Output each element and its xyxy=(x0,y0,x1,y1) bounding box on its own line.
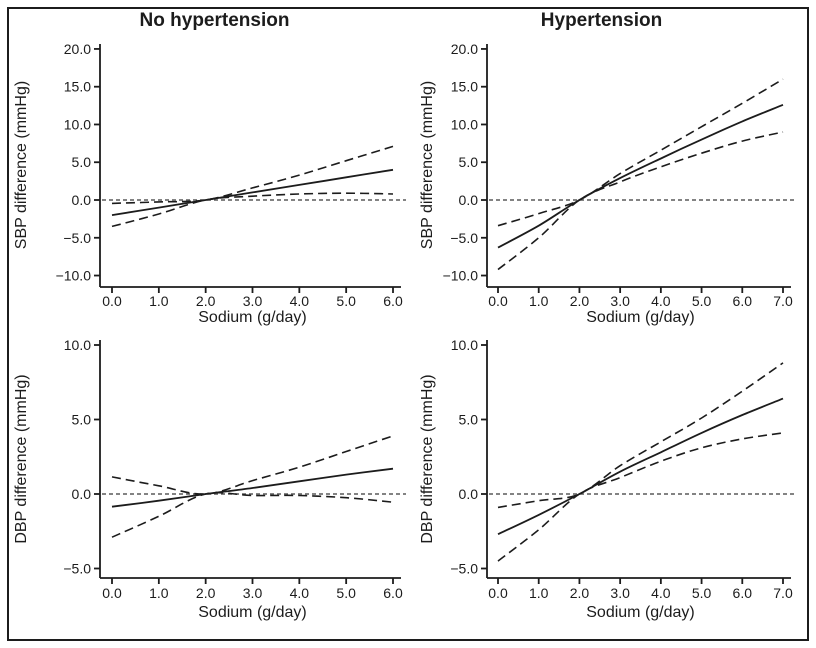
x-tick-label: 2.0 xyxy=(570,585,590,601)
panel-title: Hypertension xyxy=(540,10,663,31)
y-tick-label: 15.0 xyxy=(64,79,91,95)
x-tick-label: 5.0 xyxy=(336,293,356,309)
x-tick-label: 6.0 xyxy=(383,585,403,601)
y-tick-label: 15.0 xyxy=(451,79,478,95)
panel-dbp-no-hypertension: DBP difference (mmHg) 10.0 5.0 0.0 −5.0 0.0 1… xyxy=(0,324,408,648)
x-tick-label: 5.0 xyxy=(336,585,356,601)
y-tick-label: 10.0 xyxy=(64,116,91,132)
x-tick-label: 1.0 xyxy=(529,585,549,601)
estimate-curve xyxy=(497,397,784,536)
x-tick-label: 6.0 xyxy=(733,293,753,309)
x-tick-label: 0.0 xyxy=(102,585,122,601)
x-tick-label: 1.0 xyxy=(149,585,169,601)
panel-sbp-no-hypertension: No hypertension SBP difference (mmHg) 20… xyxy=(0,0,408,326)
y-tick-label: 20.0 xyxy=(64,41,91,57)
x-tick-label: 4.0 xyxy=(290,293,310,309)
x-tick-label: 2.0 xyxy=(196,585,216,601)
y-tick-label: 5.0 xyxy=(72,412,92,428)
x-tick-label: 6.0 xyxy=(733,585,753,601)
y-tick-label: 0.0 xyxy=(72,192,92,208)
x-tick-label: 4.0 xyxy=(651,293,671,309)
y-tick-label: 5.0 xyxy=(459,154,479,170)
lower-95ci-curve xyxy=(111,192,394,228)
lower-95ci-curve xyxy=(497,131,784,271)
y-tick-label: −5.0 xyxy=(450,561,478,577)
x-tick-label: 1.0 xyxy=(149,293,169,309)
panel-sbp-hypertension: Hypertension SBP difference (mmHg) 20.0 1… xyxy=(408,0,816,326)
upper-95ci-curve xyxy=(497,78,784,227)
x-axis-label: Sodium (g/day) xyxy=(586,604,695,621)
y-tick-label: −5.0 xyxy=(63,230,91,246)
x-tick-label: 3.0 xyxy=(610,585,630,601)
y-tick-label: 5.0 xyxy=(459,412,479,428)
upper-95ci-curve xyxy=(111,435,394,495)
x-axis-label: Sodium (g/day) xyxy=(198,604,307,621)
y-tick-label: −10.0 xyxy=(443,268,479,284)
x-tick-label: 5.0 xyxy=(692,293,712,309)
plot-dbp-no-hypertension: 10.0 5.0 0.0 −5.0 0.0 1.0 2.0 3.0 4.0 5.0 6.0 xyxy=(63,337,406,601)
estimate-curve xyxy=(111,168,394,216)
y-tick-label: 20.0 xyxy=(451,41,478,57)
x-tick-label: 6.0 xyxy=(383,293,403,309)
upper-95ci-curve xyxy=(497,362,784,509)
y-tick-label: 0.0 xyxy=(459,192,479,208)
x-tick-label: 4.0 xyxy=(651,585,671,601)
y-tick-label: −5.0 xyxy=(450,230,478,246)
plot-dbp-hypertension: 10.0 5.0 0.0 −5.0 0.0 1.0 2.0 3.0 4.0 5.0 6.0 7.0 xyxy=(450,337,796,601)
y-tick-label: −10.0 xyxy=(56,268,92,284)
plot-sbp-hypertension: 20.0 15.0 10.0 5.0 0.0 −5.0 −10.0 0.0 1.0 2.0 3.0 4… xyxy=(443,41,796,309)
y-tick-label: 0.0 xyxy=(72,486,92,502)
lower-95ci-curve xyxy=(497,432,784,562)
x-tick-label: 1.0 xyxy=(529,293,549,309)
panel-dbp-hypertension: DBP difference (mmHg) 10.0 5.0 0.0 −5.0 0.0 1… xyxy=(408,324,816,648)
x-tick-label: 3.0 xyxy=(610,293,630,309)
x-tick-label: 4.0 xyxy=(290,585,310,601)
x-tick-label: 2.0 xyxy=(570,293,590,309)
y-tick-label: 0.0 xyxy=(459,486,479,502)
plot-sbp-no-hypertension: 20.0 15.0 10.0 5.0 0.0 −5.0 −10.0 0.0 1.0 2.0 3.0 4… xyxy=(56,41,406,309)
lower-95ci-curve xyxy=(111,491,394,538)
y-tick-label: 10.0 xyxy=(451,337,478,353)
panel-title: No hypertension xyxy=(139,10,290,31)
x-tick-label: 7.0 xyxy=(773,585,793,601)
x-axis-label: Sodium (g/day) xyxy=(198,309,307,326)
y-tick-label: 5.0 xyxy=(72,154,92,170)
y-tick-label: 10.0 xyxy=(64,337,91,353)
x-tick-label: 0.0 xyxy=(102,293,122,309)
x-tick-label: 7.0 xyxy=(773,293,793,309)
x-tick-label: 2.0 xyxy=(196,293,216,309)
y-tick-label: 10.0 xyxy=(451,116,478,132)
x-tick-label: 5.0 xyxy=(692,585,712,601)
x-axis-label: Sodium (g/day) xyxy=(586,309,695,326)
x-tick-label: 0.0 xyxy=(488,293,508,309)
x-tick-label: 3.0 xyxy=(243,585,263,601)
upper-95ci-curve xyxy=(111,145,394,205)
y-tick-label: −5.0 xyxy=(63,561,91,577)
estimate-curve xyxy=(497,103,784,249)
estimate-curve xyxy=(111,467,394,508)
x-tick-label: 0.0 xyxy=(488,585,508,601)
x-tick-label: 3.0 xyxy=(243,293,263,309)
